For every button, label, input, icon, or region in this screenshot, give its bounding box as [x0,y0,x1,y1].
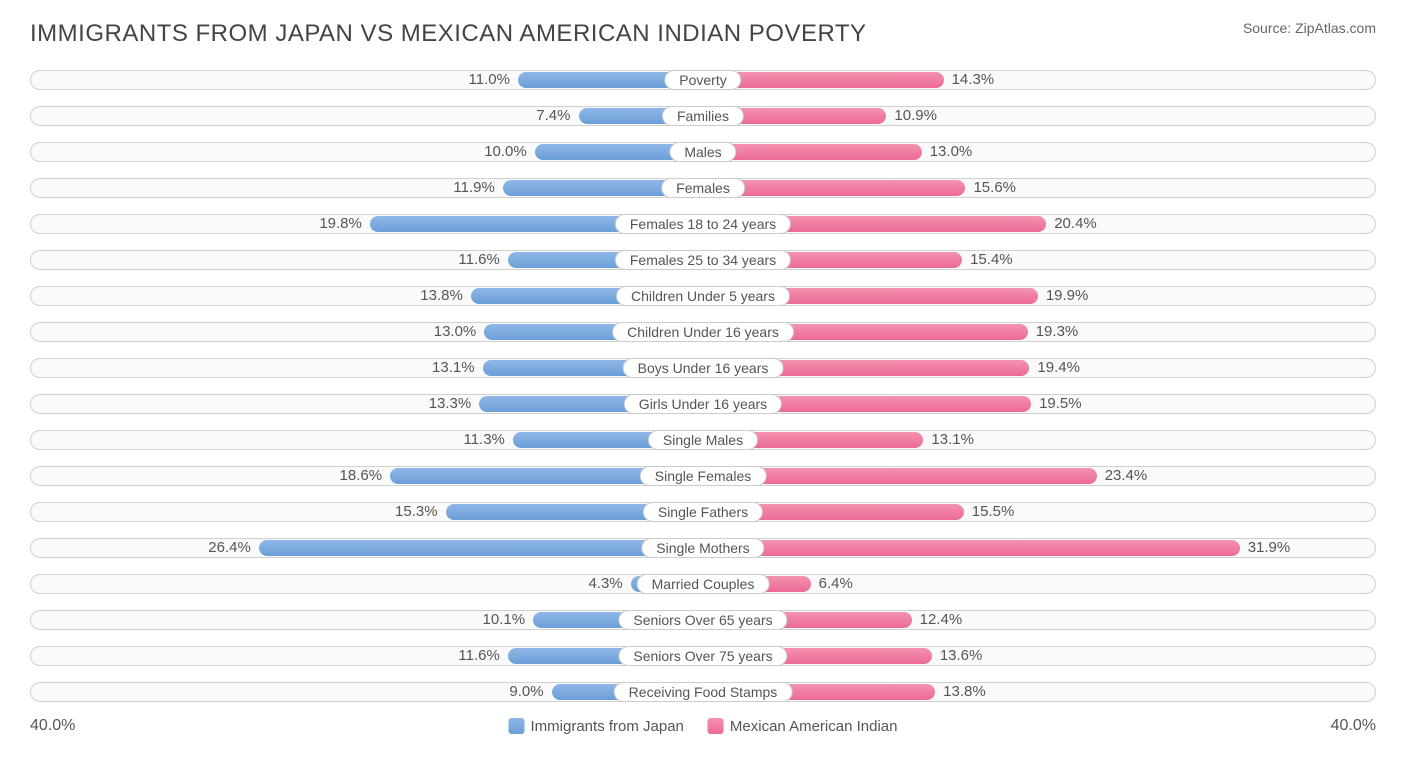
chart-row: 13.8% 19.9% Children Under 5 years [30,282,1376,310]
chart-row: 10.1% 12.4% Seniors Over 65 years [30,606,1376,634]
value-left: 11.9% [453,179,494,196]
value-left: 13.3% [429,395,472,412]
chart-row: 11.6% 15.4% Females 25 to 34 years [30,246,1376,274]
chart-row: 13.3% 19.5% Girls Under 16 years [30,390,1376,418]
value-left: 9.0% [509,683,543,700]
value-left: 10.0% [484,143,527,160]
category-label: Seniors Over 65 years [618,610,787,630]
category-label: Receiving Food Stamps [614,682,793,702]
chart-row: 11.9% 15.6% Females [30,174,1376,202]
category-label: Girls Under 16 years [624,394,782,414]
value-right: 13.1% [931,431,974,448]
value-right: 19.4% [1037,359,1080,376]
chart-row: 13.1% 19.4% Boys Under 16 years [30,354,1376,382]
value-right: 19.3% [1036,323,1079,340]
value-right: 20.4% [1054,215,1097,232]
value-left: 13.8% [420,287,463,304]
value-left: 11.6% [458,647,499,664]
chart-row: 19.8% 20.4% Females 18 to 24 years [30,210,1376,238]
value-right: 13.6% [940,647,983,664]
category-label: Females 18 to 24 years [615,214,791,234]
category-label: Seniors Over 75 years [618,646,787,666]
category-label: Single Females [640,466,767,486]
category-label: Married Couples [637,574,770,594]
chart-row: 10.0% 13.0% Males [30,138,1376,166]
value-right: 19.9% [1046,287,1089,304]
value-right: 14.3% [952,71,995,88]
value-left: 13.0% [434,323,477,340]
chart-row: 9.0% 13.8% Receiving Food Stamps [30,678,1376,706]
source-attribution: Source: ZipAtlas.com [1243,20,1376,36]
category-label: Children Under 5 years [616,286,790,306]
legend-item-left: Immigrants from Japan [509,718,684,735]
legend-item-right: Mexican American Indian [708,718,898,735]
bar-right [703,540,1240,556]
value-left: 11.0% [469,71,510,88]
legend-label-right: Mexican American Indian [730,718,898,735]
category-label: Boys Under 16 years [623,358,784,378]
category-label: Single Mothers [641,538,764,558]
chart-row: 4.3% 6.4% Married Couples [30,570,1376,598]
category-label: Families [662,106,744,126]
value-left: 11.6% [458,251,499,268]
value-right: 6.4% [819,575,853,592]
chart-footer: 40.0% Immigrants from Japan Mexican Amer… [30,714,1376,738]
category-label: Children Under 16 years [612,322,794,342]
value-left: 13.1% [432,359,475,376]
chart-row: 11.3% 13.1% Single Males [30,426,1376,454]
chart-area: 11.0%14.3%Poverty7.4%10.9%Families10.0%1… [30,66,1376,706]
axis-max-right: 40.0% [1331,717,1376,735]
category-label: Males [669,142,736,162]
chart-row: 11.6% 13.6% Seniors Over 75 years [30,642,1376,670]
value-right: 12.4% [920,611,963,628]
value-left: 7.4% [536,107,570,124]
legend: Immigrants from Japan Mexican American I… [509,718,898,735]
bar-left [259,540,703,556]
value-left: 26.4% [208,539,251,556]
value-right: 31.9% [1248,539,1291,556]
chart-container: IMMIGRANTS FROM JAPAN VS MEXICAN AMERICA… [0,0,1406,758]
chart-row: 26.4% 31.9% Single Mothers [30,534,1376,562]
chart-row: 18.6% 23.4% Single Females [30,462,1376,490]
value-left: 18.6% [340,467,383,484]
value-right: 15.4% [970,251,1013,268]
swatch-icon [509,718,525,734]
legend-label-left: Immigrants from Japan [531,718,684,735]
chart-row: 13.0% 19.3% Children Under 16 years [30,318,1376,346]
category-label: Females 25 to 34 years [615,250,791,270]
value-left: 10.1% [483,611,526,628]
header: IMMIGRANTS FROM JAPAN VS MEXICAN AMERICA… [30,20,1376,48]
value-right: 19.5% [1039,395,1082,412]
chart-row: 7.4% 10.9% Families [30,102,1376,130]
chart-row: 11.0% 14.3% Poverty [30,66,1376,94]
category-label: Females [661,178,745,198]
value-right: 15.6% [973,179,1016,196]
category-label: Poverty [664,70,741,90]
category-label: Single Males [648,430,758,450]
value-right: 13.0% [930,143,973,160]
category-label: Single Fathers [643,502,763,522]
value-right: 23.4% [1105,467,1148,484]
value-left: 19.8% [319,215,362,232]
chart-title: IMMIGRANTS FROM JAPAN VS MEXICAN AMERICA… [30,20,867,48]
value-right: 13.8% [943,683,986,700]
value-left: 15.3% [395,503,438,520]
value-left: 4.3% [588,575,622,592]
chart-row: 15.3% 15.5% Single Fathers [30,498,1376,526]
value-left: 11.3% [463,431,504,448]
axis-max-left: 40.0% [30,717,75,735]
value-right: 15.5% [972,503,1015,520]
value-right: 10.9% [894,107,937,124]
swatch-icon [708,718,724,734]
